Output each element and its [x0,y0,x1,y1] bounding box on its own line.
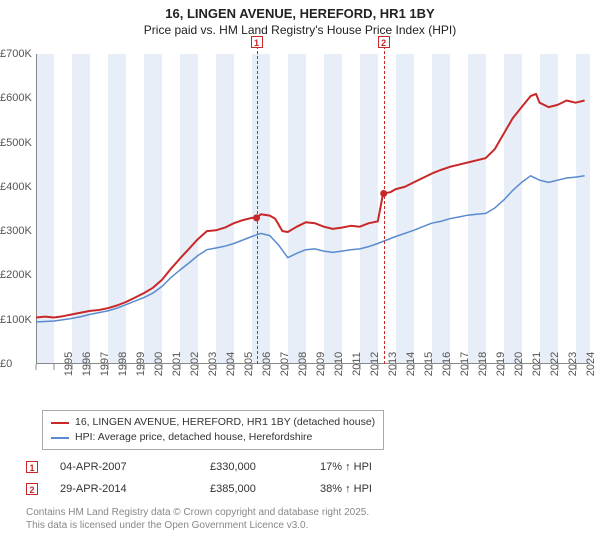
x-tick-mark [251,364,252,370]
y-tick-label: £100K [0,314,36,326]
x-tick-mark [125,364,126,370]
sale-marker-box: 2 [378,36,390,48]
x-tick-mark [449,364,450,370]
y-tick-label: £600K [0,92,36,104]
sale-date: 29-APR-2014 [60,483,210,495]
series-lines [36,54,590,364]
sale-row: 2 29-APR-2014£385,00038% ↑ HPI [26,478,372,500]
x-tick-mark [341,364,342,370]
sales-table: 1 04-APR-2007£330,00017% ↑ HPI 2 29-APR-201… [26,456,372,500]
x-tick-mark [53,364,54,370]
x-tick-mark [467,364,468,370]
sale-marker-box: 1 [251,36,263,48]
x-tick-mark [179,364,180,370]
x-tick-mark [215,364,216,370]
x-tick-mark [377,364,378,370]
sale-hpi: 38% ↑ HPI [320,483,372,495]
x-tick-mark [521,364,522,370]
x-tick-mark [287,364,288,370]
x-tick-mark [36,364,37,370]
y-tick-label: £200K [0,269,36,281]
sale-marker-line [257,46,258,364]
legend-swatch [51,422,69,424]
sale-hpi: 17% ↑ HPI [320,461,372,473]
credit-line-2: This data is licensed under the Open Gov… [26,519,369,532]
sale-row-marker: 2 [26,483,38,495]
y-tick-label: £300K [0,225,36,237]
x-tick-mark [557,364,558,370]
y-tick-label: £0 [0,358,36,370]
x-tick-mark [395,364,396,370]
chart-subtitle: Price paid vs. HM Land Registry's House … [0,21,600,37]
legend-label: 16, LINGEN AVENUE, HEREFORD, HR1 1BY (de… [75,415,375,430]
x-tick-mark [161,364,162,370]
legend: 16, LINGEN AVENUE, HEREFORD, HR1 1BY (de… [42,410,384,450]
x-tick-mark [323,364,324,370]
sale-row: 1 04-APR-2007£330,00017% ↑ HPI [26,456,372,478]
sale-row-marker: 1 [26,461,38,473]
sale-date: 04-APR-2007 [60,461,210,473]
series-hpi [36,176,585,322]
legend-label: HPI: Average price, detached house, Here… [75,430,312,445]
x-tick-mark [431,364,432,370]
x-tick-mark [539,364,540,370]
x-axis-ticks: 1995199619971998199920002001200220032004… [36,364,590,404]
credit-line-1: Contains HM Land Registry data © Crown c… [26,506,369,519]
y-tick-label: £500K [0,137,36,149]
x-tick-mark [305,364,306,370]
x-tick-mark [197,364,198,370]
legend-swatch [51,437,69,439]
x-tick-mark [575,364,576,370]
x-tick-mark [413,364,414,370]
legend-item: 16, LINGEN AVENUE, HEREFORD, HR1 1BY (de… [51,415,375,430]
sale-marker-line [384,46,385,364]
x-tick-mark [503,364,504,370]
credit: Contains HM Land Registry data © Crown c… [26,506,369,532]
plot-area: 12 [36,54,590,364]
chart-area: £0 £100K £200K £300K £400K £500K £600K £700K 12… [0,44,600,404]
sale-price: £385,000 [210,483,320,495]
legend-item: HPI: Average price, detached house, Here… [51,430,375,445]
y-tick-label: £400K [0,181,36,193]
series-property [36,94,585,318]
chart-title: 16, LINGEN AVENUE, HEREFORD, HR1 1BY [0,0,600,21]
x-tick-mark [269,364,270,370]
x-tick-mark [107,364,108,370]
x-tick-mark [233,364,234,370]
x-tick-mark [485,364,486,370]
x-tick-mark [71,364,72,370]
sale-price: £330,000 [210,461,320,473]
y-tick-label: £700K [0,48,36,60]
x-tick-mark [143,364,144,370]
x-tick-mark [359,364,360,370]
x-tick-mark [89,364,90,370]
